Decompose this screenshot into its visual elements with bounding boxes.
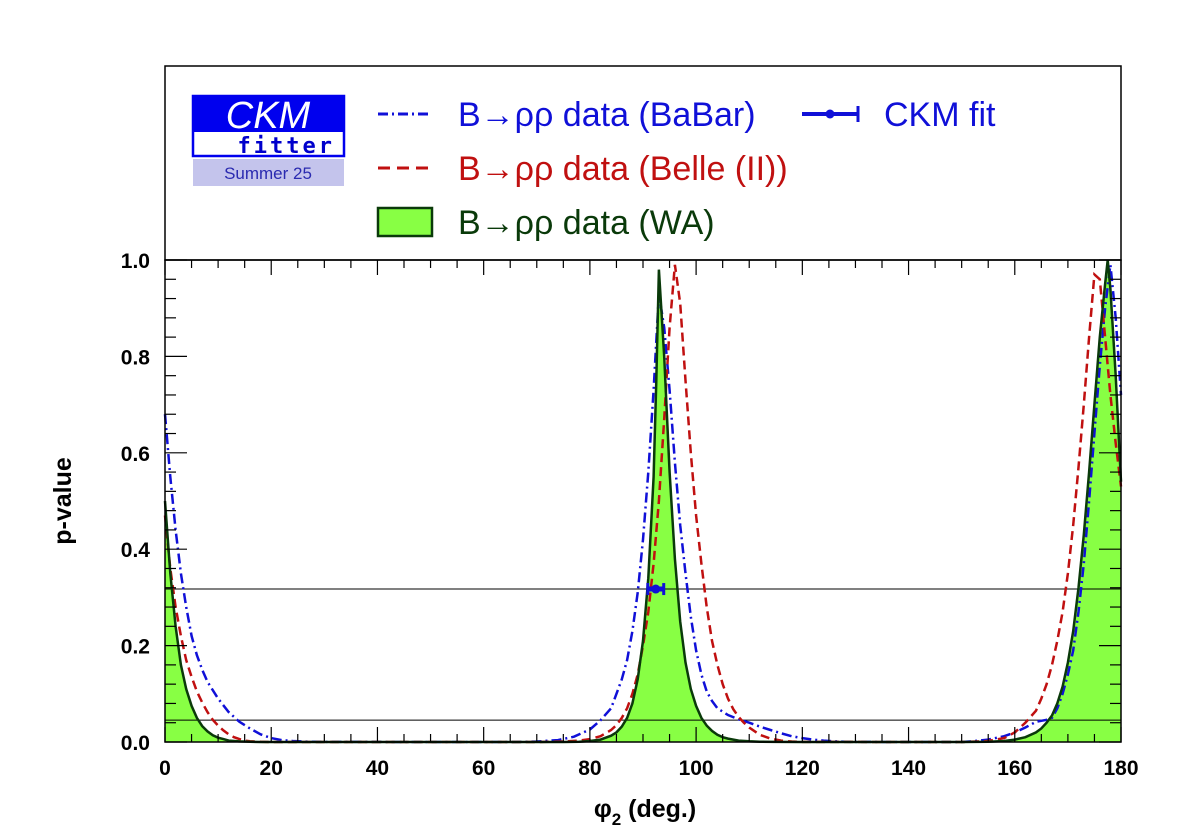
logo-season-band	[193, 159, 344, 186]
legend: CKM fitter Summer 25 B→ρρ data (BaBar) C…	[164, 65, 1122, 261]
x-tick-label: 120	[785, 757, 820, 780]
y-tick-label: 1.0	[121, 250, 150, 273]
tick-labels: 0 20 40 60 80 100 120 140 160 180 0.0 0.2 0.4 0.6 0.8 1…	[121, 250, 1139, 780]
y-tick-label: 0.0	[121, 732, 150, 755]
ckm-fit-layer	[646, 583, 666, 596]
logo-subtitle: fitter	[238, 134, 335, 159]
ckm-fit-marker	[651, 584, 661, 594]
wa-curve	[163, 259, 1123, 744]
x-tick-label: 0	[159, 757, 171, 780]
reference-lines	[165, 588, 1121, 721]
y-tick-label: 0.2	[121, 636, 150, 659]
belle-curve	[163, 264, 1123, 744]
ckmfitter-logo: CKM fitter Summer 25	[191, 94, 346, 186]
x-tick-label: 80	[578, 757, 601, 780]
x-tick-label: 180	[1103, 757, 1138, 780]
x-tick-label: 60	[472, 757, 495, 780]
y-axis-title: p-value	[49, 457, 77, 545]
x-tick-label: 100	[679, 757, 714, 780]
legend-ckm-marker	[825, 109, 835, 119]
y-tick-label: 0.8	[121, 346, 151, 369]
series-lines	[163, 259, 1123, 744]
axis-ticks	[164, 259, 1122, 743]
x-axis-title: φ2 (deg.)	[594, 795, 696, 829]
legend-ckm-label: CKM fit	[884, 96, 996, 134]
y-tick-label: 0.6	[121, 443, 150, 466]
x-tick-label: 20	[260, 757, 283, 780]
x-axis-title-unit: (deg.)	[621, 795, 696, 823]
y-tick-label: 0.4	[121, 539, 151, 562]
legend-babar-label: B→ρρ data (BaBar)	[458, 96, 756, 134]
x-tick-label: 160	[997, 757, 1032, 780]
legend-wa-label: B→ρρ data (WA)	[458, 204, 715, 242]
logo-season: Summer 25	[224, 164, 312, 183]
logo-blue-block	[193, 96, 344, 132]
logo-title: CKM	[226, 95, 311, 137]
x-tick-label: 140	[891, 757, 926, 780]
x-tick-label: 40	[366, 757, 389, 780]
logo-outline	[191, 94, 346, 158]
legend-wa-swatch	[376, 206, 434, 238]
x-axis-title-symbol: φ	[594, 795, 612, 823]
x-axis-title-subscript: 2	[612, 810, 621, 829]
legend-belle-label: B→ρρ data (Belle (II))	[458, 150, 788, 188]
